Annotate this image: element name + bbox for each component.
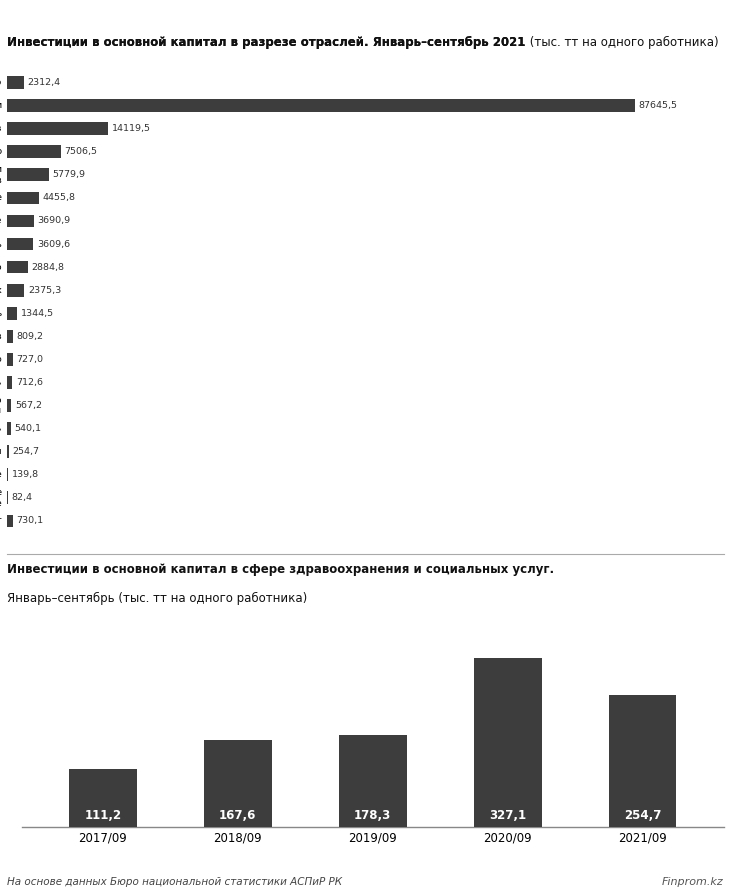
Bar — [7, 468, 8, 481]
Bar — [204, 740, 272, 827]
Text: 327,1: 327,1 — [489, 809, 526, 822]
Text: На основе данных Бюро национальной статистики АСПиР РК: На основе данных Бюро национальной стати… — [7, 877, 342, 887]
Bar — [7, 445, 9, 458]
Bar — [7, 99, 635, 112]
Bar — [7, 330, 13, 342]
Text: (тыс. тт на одного работника): (тыс. тт на одного работника) — [526, 36, 719, 49]
Text: 87645,5: 87645,5 — [639, 101, 678, 110]
Text: 567,2: 567,2 — [15, 401, 42, 410]
Text: Инвестиции в основной капитал в разрезе отраслей. Январь–сентябрь 2021: Инвестиции в основной капитал в разрезе … — [7, 36, 526, 49]
Text: 727,0: 727,0 — [16, 355, 43, 364]
Bar — [7, 168, 49, 181]
Bar — [7, 261, 28, 274]
Bar — [7, 376, 12, 389]
Text: 139,8: 139,8 — [12, 470, 39, 479]
Bar — [7, 515, 12, 527]
Text: 712,6: 712,6 — [16, 378, 43, 387]
Text: 2884,8: 2884,8 — [31, 263, 64, 272]
Text: 1344,5: 1344,5 — [20, 308, 53, 317]
Text: 5779,9: 5779,9 — [53, 171, 86, 180]
Bar — [7, 215, 34, 227]
Text: Инвестиции в основной капитал в разрезе отраслей. Январь–сентябрь 2021: Инвестиции в основной капитал в разрезе … — [7, 36, 526, 49]
Bar — [7, 400, 12, 412]
Bar — [609, 696, 676, 827]
Text: 7506,5: 7506,5 — [64, 148, 98, 156]
Text: 4455,8: 4455,8 — [43, 193, 76, 202]
Text: 3609,6: 3609,6 — [37, 240, 70, 249]
Text: 2312,4: 2312,4 — [28, 78, 61, 87]
Bar — [7, 191, 39, 204]
Bar — [69, 770, 137, 827]
Text: 540,1: 540,1 — [15, 424, 42, 433]
Text: 82,4: 82,4 — [12, 493, 32, 502]
Text: 254,7: 254,7 — [12, 447, 39, 456]
Text: 2375,3: 2375,3 — [28, 286, 61, 295]
Bar — [7, 76, 24, 89]
Text: 730,1: 730,1 — [16, 517, 43, 526]
Text: 167,6: 167,6 — [219, 809, 257, 822]
Bar — [474, 658, 542, 827]
Bar — [7, 353, 12, 366]
Text: 254,7: 254,7 — [624, 809, 662, 822]
Text: 3690,9: 3690,9 — [37, 216, 70, 225]
Bar — [7, 238, 33, 250]
Bar — [7, 307, 17, 320]
Text: 178,3: 178,3 — [355, 809, 391, 822]
Text: 111,2: 111,2 — [84, 809, 121, 822]
Text: Finprom.kz: Finprom.kz — [662, 877, 724, 887]
Bar — [7, 283, 24, 297]
Bar — [7, 122, 108, 135]
Text: 14119,5: 14119,5 — [112, 124, 151, 133]
Bar — [339, 735, 406, 827]
Bar — [7, 422, 11, 435]
Text: Январь–сентябрь (тыс. тт на одного работника): Январь–сентябрь (тыс. тт на одного работ… — [7, 592, 308, 605]
Text: Инвестиции в основной капитал в сфере здравоохранения и социальных услуг.: Инвестиции в основной капитал в сфере зд… — [7, 563, 554, 577]
Bar — [7, 146, 61, 158]
Text: 809,2: 809,2 — [17, 332, 44, 341]
